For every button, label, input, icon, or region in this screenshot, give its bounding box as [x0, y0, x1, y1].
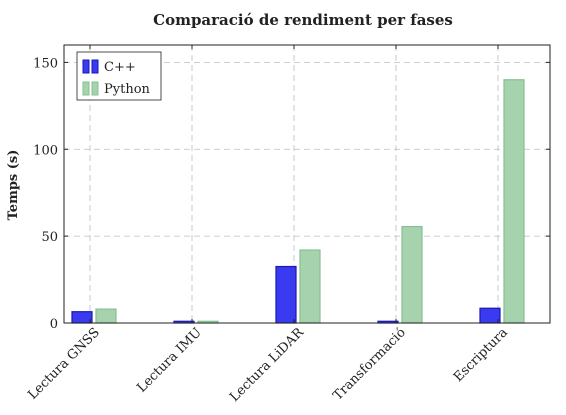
- x-tick-label: Transformació: [330, 325, 409, 404]
- y-tick-label: 150: [33, 56, 58, 71]
- legend-box: [76, 51, 162, 101]
- bar-c-2: [275, 265, 297, 324]
- x-tick-label: Lectura LiDAR: [227, 324, 308, 405]
- bar-python-3: [401, 225, 423, 324]
- bars: [71, 79, 525, 324]
- x-tick-label: Escriptura: [451, 325, 511, 385]
- y-tick-label: 100: [33, 143, 58, 158]
- chart-title: Comparació de rendiment per fases: [153, 11, 453, 29]
- plot-frame: [63, 44, 551, 324]
- y-tick-label: 0: [50, 317, 58, 332]
- legend-swatch: [82, 81, 90, 96]
- bar-python-4: [503, 79, 525, 324]
- y-ticks: 0 50 100 150: [33, 56, 550, 332]
- legend: C++ Python: [76, 51, 162, 101]
- bar-python-0: [95, 308, 117, 324]
- x-tick-label: Lectura GNSS: [25, 325, 103, 403]
- x-tick-label: Lectura IMU: [134, 325, 205, 396]
- bar-python-2: [299, 249, 321, 324]
- y-tick-label: 50: [41, 230, 58, 245]
- legend-swatch: [82, 59, 90, 74]
- legend-swatch: [91, 59, 99, 74]
- legend-swatch: [91, 81, 99, 96]
- bar-c-4: [479, 307, 501, 324]
- bar-c-0: [71, 311, 93, 324]
- legend-label: Python: [104, 82, 151, 97]
- legend-label: C++: [104, 60, 136, 75]
- y-axis-label: Temps (s): [6, 150, 21, 221]
